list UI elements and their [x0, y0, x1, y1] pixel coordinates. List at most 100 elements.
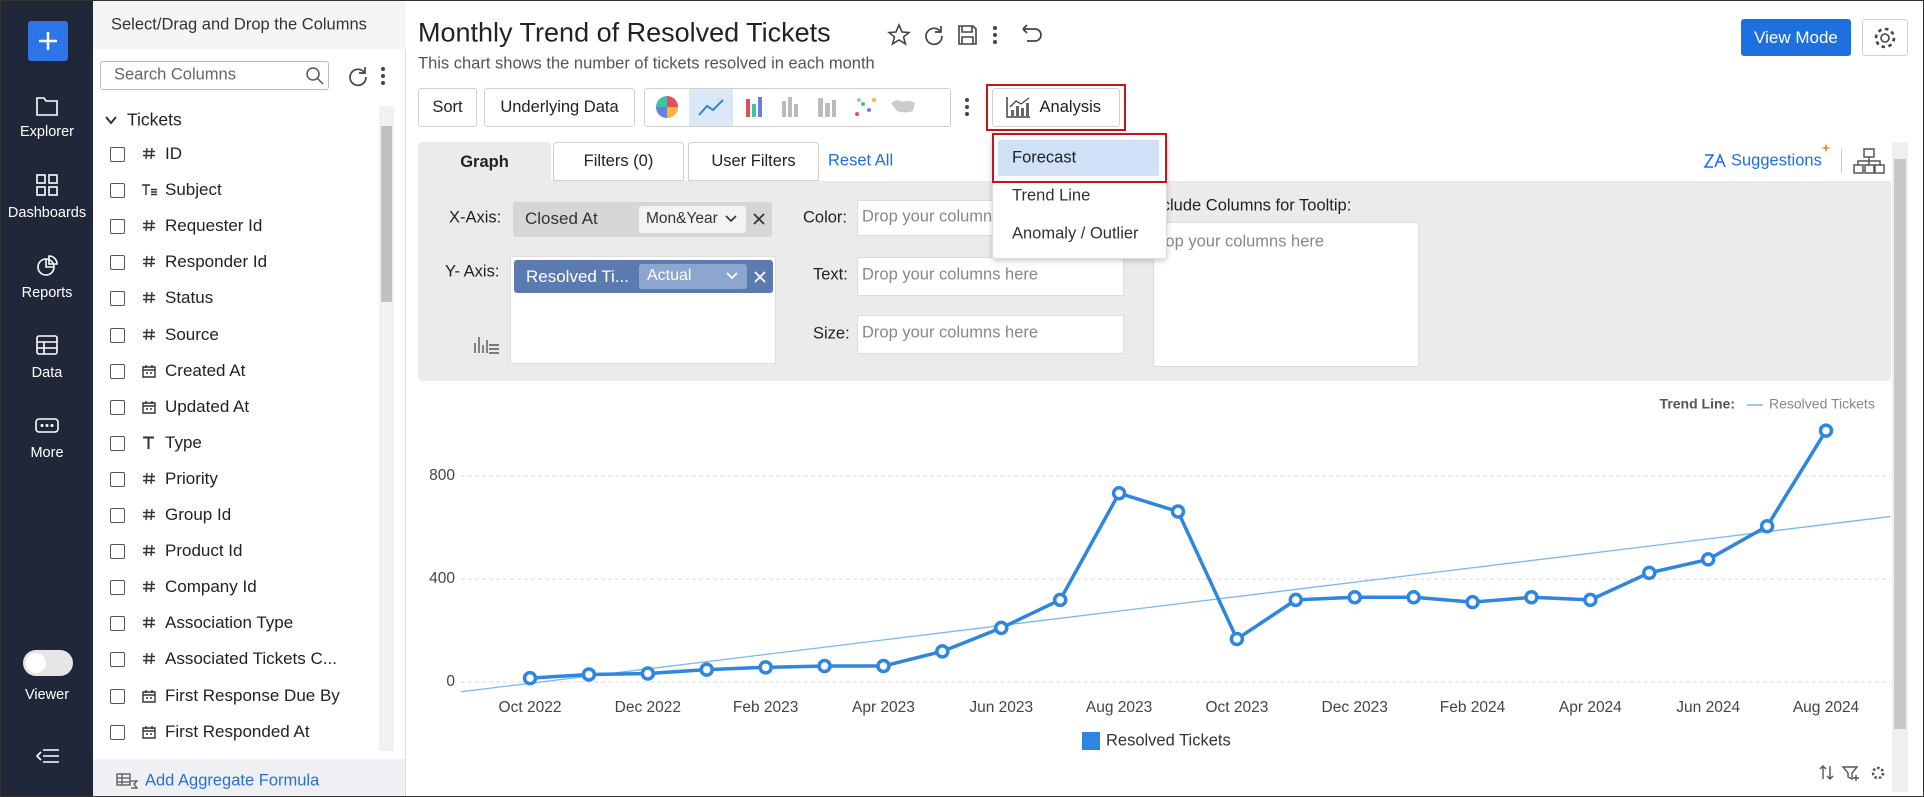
- data-point[interactable]: [1111, 486, 1127, 501]
- scrollbar-thumb[interactable]: [1894, 159, 1906, 729]
- stacked-chart-type[interactable]: [782, 97, 798, 117]
- column-row[interactable]: First Responded At: [93, 714, 378, 750]
- column-name: First Response Due By: [165, 685, 340, 705]
- function-chip[interactable]: [639, 206, 746, 233]
- scrollbar-thumb[interactable]: [381, 126, 392, 302]
- add-formula-link[interactable]: Add Aggregate Formula: [145, 771, 320, 790]
- pie-chart-type[interactable]: [656, 96, 678, 118]
- data-point[interactable]: [1406, 590, 1421, 605]
- data-point[interactable]: [581, 667, 597, 682]
- column-row[interactable]: Associated Tickets C...: [93, 641, 378, 677]
- search-box[interactable]: [100, 61, 329, 90]
- data-point[interactable]: [1583, 592, 1598, 608]
- data-icon: [36, 335, 58, 355]
- column-type-icon: [142, 364, 156, 378]
- undo-icon[interactable]: [1022, 24, 1042, 42]
- function-chip[interactable]: [639, 264, 747, 289]
- column-row[interactable]: ID: [93, 136, 378, 172]
- column-row[interactable]: First Response Due By: [93, 678, 378, 714]
- axis-settings-icon[interactable]: [473, 333, 501, 355]
- data-point[interactable]: [640, 666, 656, 681]
- column-row[interactable]: Product Id: [93, 533, 378, 569]
- view-mode-button[interactable]: View Mode: [1741, 19, 1851, 56]
- save-icon[interactable]: [958, 25, 977, 45]
- data-point[interactable]: [1170, 504, 1186, 519]
- map-chart-type[interactable]: [891, 100, 915, 113]
- combo-chart-type[interactable]: [818, 98, 836, 117]
- sort-button[interactable]: Sort: [418, 88, 477, 127]
- nav-label[interactable]: More: [30, 445, 64, 461]
- graph-tab[interactable]: Graph: [418, 142, 551, 182]
- user-filters-tab[interactable]: User Filters: [688, 142, 819, 181]
- filters-tab[interactable]: Filters (0): [553, 142, 684, 181]
- data-point[interactable]: [876, 658, 891, 674]
- data-point[interactable]: [817, 658, 832, 674]
- reload-icon[interactable]: [925, 26, 943, 46]
- nav-label[interactable]: Dashboards: [7, 205, 87, 221]
- underlying-data-button[interactable]: Underlying Data: [484, 88, 635, 127]
- data-point[interactable]: [1642, 565, 1657, 581]
- column-row[interactable]: Requester Id: [93, 208, 378, 244]
- trend-legend-name: Resolved Tickets: [1769, 396, 1875, 412]
- column-row[interactable]: Source: [93, 317, 378, 353]
- column-row[interactable]: Group Id: [93, 497, 378, 533]
- suggestions-link[interactable]: Suggestions: [1731, 151, 1822, 170]
- bar-chart-type[interactable]: [746, 97, 762, 117]
- data-point[interactable]: [1288, 592, 1304, 608]
- column-row[interactable]: Type: [93, 425, 378, 461]
- menu-item[interactable]: Forecast: [1012, 148, 1077, 167]
- menu-item[interactable]: Trend Line: [1012, 186, 1091, 205]
- column-row[interactable]: Subject: [93, 172, 378, 208]
- tooltip-drop[interactable]: [1153, 222, 1419, 367]
- column-row[interactable]: Company Id: [93, 569, 378, 605]
- data-point[interactable]: [1465, 594, 1480, 610]
- legend-label[interactable]: Resolved Tickets: [1106, 731, 1231, 749]
- data-point[interactable]: [1052, 592, 1068, 608]
- data-point[interactable]: [1700, 552, 1716, 567]
- data-point[interactable]: [1818, 423, 1834, 438]
- collapse-icon[interactable]: [35, 746, 61, 766]
- column-type-icon: [143, 147, 155, 160]
- scatter-chart-type[interactable]: [855, 98, 876, 116]
- data-point[interactable]: [758, 660, 773, 675]
- column-row[interactable]: Status: [93, 280, 378, 316]
- column-name: Subject: [165, 180, 222, 200]
- column-row[interactable]: Responder Id: [93, 244, 378, 280]
- data-point[interactable]: [994, 620, 1009, 636]
- data-point[interactable]: [1229, 631, 1245, 647]
- text-drop[interactable]: [857, 257, 1124, 296]
- settings-button[interactable]: [1862, 19, 1908, 56]
- data-point[interactable]: [522, 670, 538, 686]
- hierarchy-icon[interactable]: [1853, 148, 1885, 174]
- add-button[interactable]: [28, 21, 68, 61]
- nav-label[interactable]: Explorer: [20, 124, 74, 140]
- nav-label[interactable]: Reports: [21, 285, 73, 301]
- size-drop[interactable]: [857, 315, 1124, 354]
- more-dots[interactable]: [993, 26, 997, 44]
- collapse-chevron[interactable]: [104, 114, 118, 126]
- more-dots[interactable]: [963, 96, 971, 118]
- data-point[interactable]: [1347, 590, 1362, 605]
- favorite-icon[interactable]: [887, 23, 912, 46]
- data-point[interactable]: [1524, 590, 1539, 605]
- chart-settings-icon[interactable]: [1871, 766, 1885, 780]
- column-row[interactable]: Updated At: [93, 389, 378, 425]
- data-point[interactable]: [935, 644, 950, 659]
- column-row[interactable]: Created At: [93, 353, 378, 389]
- reset-all-link[interactable]: Reset All: [828, 151, 894, 170]
- filter-icon[interactable]: [1841, 766, 1859, 781]
- table-name[interactable]: Tickets: [127, 109, 182, 130]
- remove-icon[interactable]: [752, 212, 766, 226]
- refresh-icon[interactable]: [347, 65, 369, 87]
- remove-icon[interactable]: [753, 270, 767, 284]
- menu-item[interactable]: Anomaly / Outlier: [1012, 224, 1139, 243]
- data-point[interactable]: [1759, 518, 1775, 534]
- column-row[interactable]: Priority: [93, 461, 378, 497]
- viewer-toggle[interactable]: [23, 650, 73, 676]
- analysis-button[interactable]: Analysis: [992, 88, 1120, 127]
- nav-label[interactable]: Data: [31, 365, 63, 381]
- sort-icon[interactable]: [1819, 765, 1834, 780]
- data-point[interactable]: [699, 662, 714, 677]
- more-dots[interactable]: [379, 65, 387, 87]
- column-row[interactable]: Association Type: [93, 605, 378, 641]
